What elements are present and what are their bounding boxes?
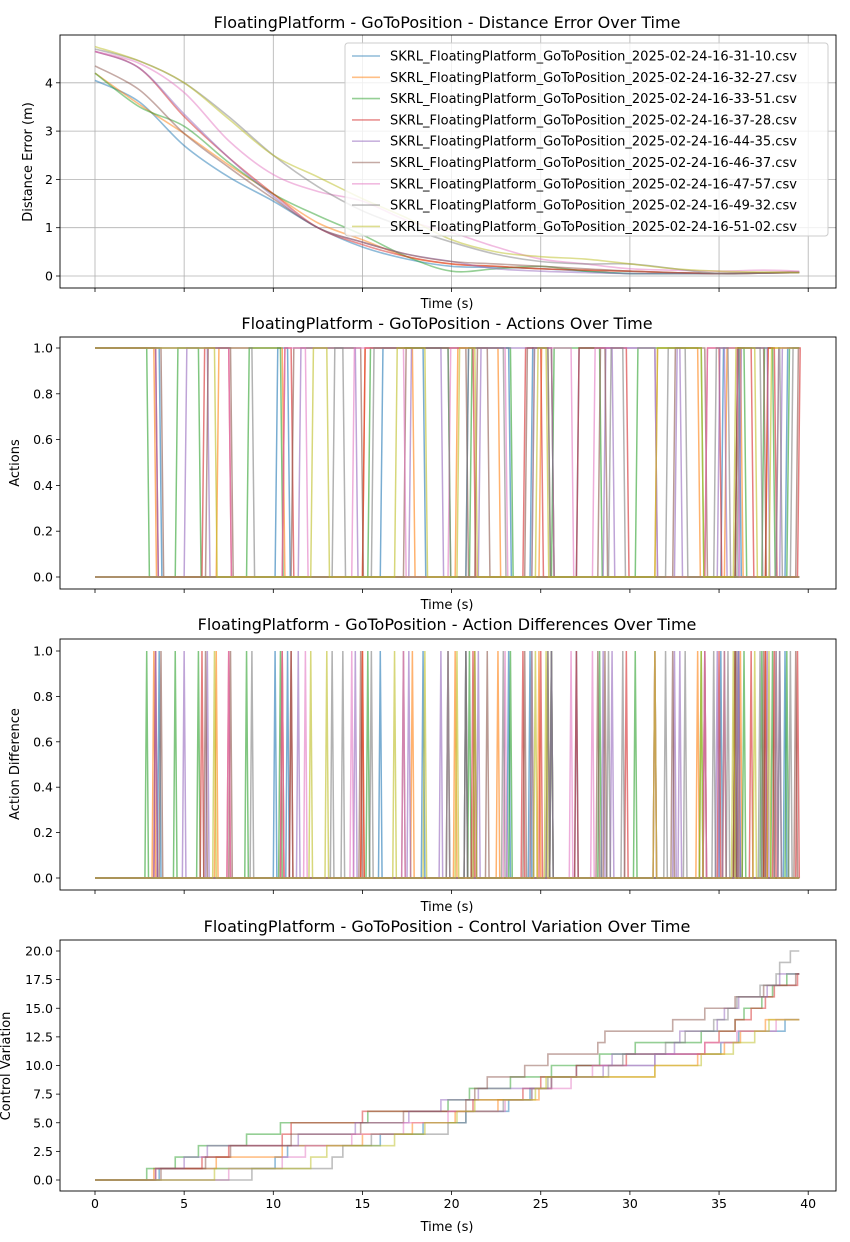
series-line-control-variation-4: [95, 973, 800, 1181]
x-tick-label: 35: [711, 1196, 727, 1211]
x-tick-label: 40: [800, 1196, 816, 1211]
y-tick-label: 0.0: [33, 1173, 53, 1188]
legend-entry-9: SKRL_FloatingPlatform_GoToPosition_2025-…: [390, 220, 797, 235]
x-tick-label: 30: [622, 1196, 638, 1211]
x-axis-label-3: Time (s): [420, 900, 474, 915]
series-line-control-variation-6: [95, 973, 800, 1181]
y-axis-label-1: Distance Error (m): [21, 102, 36, 222]
y-tick-label: 0: [45, 269, 53, 284]
x-axis-label-4: Time (s): [420, 1220, 474, 1235]
series-line-distance-error-6: [94, 65, 800, 275]
axes-frame: [59, 939, 837, 1192]
y-tick-label: 0.8: [33, 386, 53, 401]
axes-frame: [59, 336, 837, 590]
chart-title-action-differences: FloatingPlatform - GoToPosition - Action…: [198, 615, 697, 634]
y-tick-label: 17.5: [25, 972, 53, 987]
legend-entry-5: SKRL_FloatingPlatform_GoToPosition_2025-…: [390, 135, 797, 150]
y-tick-label: 0.6: [33, 432, 53, 447]
y-tick-label: 0.2: [33, 825, 53, 840]
series-line-control-variation-5: [95, 973, 800, 1181]
y-tick-label: 0.4: [33, 478, 53, 493]
legend-entry-7: SKRL_FloatingPlatform_GoToPosition_2025-…: [390, 177, 797, 192]
y-tick-label: 0.0: [33, 570, 53, 585]
legend-entry-1: SKRL_FloatingPlatform_GoToPosition_2025-…: [390, 50, 797, 65]
chart-title-distance-error: FloatingPlatform - GoToPosition - Distan…: [214, 13, 681, 32]
plot-area: 0 1 2 3 4 0.0 0.2 0.4 0.6 0.8 1.0 0.0 0.2 0.4 0.6 0.8 1.…: [25, 34, 837, 1211]
y-tick-label: 4: [45, 75, 53, 90]
x-axis-label-1: Time (s): [420, 297, 474, 312]
y-tick-label: 12.5: [25, 1029, 53, 1044]
series-line-actions-3: [95, 347, 800, 578]
legend-entry-2: SKRL_FloatingPlatform_GoToPosition_2025-…: [390, 71, 797, 86]
y-axis-label-4: Control Variation: [0, 1012, 14, 1121]
y-tick-label: 0.4: [33, 780, 53, 795]
legend-entry-4: SKRL_FloatingPlatform_GoToPosition_2025-…: [390, 113, 797, 128]
y-tick-label: 1: [45, 220, 53, 235]
y-tick-label: 2: [45, 172, 53, 187]
legend-entry-6: SKRL_FloatingPlatform_GoToPosition_2025-…: [390, 156, 797, 171]
y-tick-label: 1.0: [33, 644, 53, 659]
y-tick-label: 1.0: [33, 341, 53, 356]
chart-title-control-variation: FloatingPlatform - GoToPosition - Contro…: [204, 917, 691, 936]
x-axis-label-2: Time (s): [420, 598, 474, 613]
x-tick-label: 20: [444, 1196, 460, 1211]
series-line-action-difference-9: [95, 650, 800, 879]
legend: SKRL_FloatingPlatform_GoToPosition_2025-…: [344, 42, 829, 237]
x-tick-label: 10: [265, 1196, 281, 1211]
y-tick-label: 3: [45, 124, 53, 139]
x-tick-label: 25: [533, 1196, 549, 1211]
series-line-distance-error-9: [94, 45, 800, 274]
y-tick-label: 0.2: [33, 524, 53, 539]
y-tick-label: 0.6: [33, 734, 53, 749]
x-tick-label: 0: [91, 1196, 99, 1211]
y-tick-label: 7.5: [33, 1087, 53, 1102]
y-axis-label-3: Action Difference: [8, 708, 23, 820]
y-tick-label: 15.0: [25, 1001, 53, 1016]
y-tick-label: 2.5: [33, 1144, 53, 1159]
y-tick-label: 10.0: [25, 1058, 53, 1073]
y-tick-label: 0.0: [33, 871, 53, 886]
y-tick-label: 20.0: [25, 944, 53, 959]
axes-frame: [59, 638, 837, 891]
y-axis-label-2: Actions: [8, 439, 23, 487]
chart-title-actions: FloatingPlatform - GoToPosition - Action…: [241, 314, 652, 333]
x-tick-label: 15: [354, 1196, 370, 1211]
series-line-control-variation-9: [95, 1018, 800, 1181]
series-line-control-variation-3: [95, 973, 800, 1181]
legend-entry-8: SKRL_FloatingPlatform_GoToPosition_2025-…: [390, 199, 797, 214]
legend-box: [344, 42, 829, 237]
x-tick-label: 5: [180, 1196, 188, 1211]
y-tick-label: 5.0: [33, 1115, 53, 1130]
legend-entry-3: SKRL_FloatingPlatform_GoToPosition_2025-…: [390, 92, 797, 107]
series-line-actions-9: [95, 347, 800, 578]
y-tick-label: 0.8: [33, 689, 53, 704]
axes-frame: [59, 34, 837, 289]
